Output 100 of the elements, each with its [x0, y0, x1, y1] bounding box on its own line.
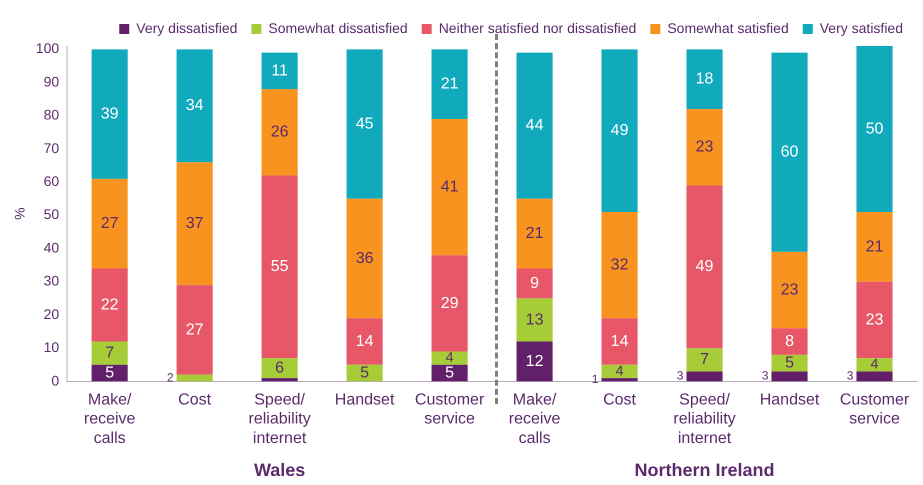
- data-label: 1: [592, 372, 599, 386]
- bar: [856, 282, 893, 358]
- data-label: 50: [866, 120, 884, 138]
- data-label: 5: [360, 364, 370, 382]
- bar: [516, 342, 553, 382]
- legend-label: Very satisfied: [820, 20, 904, 36]
- data-label: 5: [785, 354, 794, 372]
- data-label: 4: [616, 363, 624, 380]
- bar: [856, 371, 893, 382]
- data-label: 4: [446, 350, 454, 366]
- data-label: 3: [762, 368, 769, 383]
- bar: [92, 342, 128, 365]
- data-label: 55: [270, 258, 289, 276]
- data-label: 11: [271, 62, 288, 80]
- x-tick-label: Handset: [334, 391, 395, 408]
- data-label: 21: [526, 225, 544, 242]
- legend-label: Neither satisfied nor dissatisfied: [438, 20, 636, 36]
- bar: [432, 49, 468, 120]
- bar: [601, 212, 638, 318]
- x-tick-label: Handset: [760, 391, 820, 408]
- data-label: 41: [440, 178, 459, 196]
- bar: [601, 378, 638, 382]
- data-label: 23: [780, 281, 799, 298]
- data-label: 18: [696, 70, 714, 88]
- y-tick-label: 10: [44, 339, 60, 356]
- y-tick-label: 0: [51, 372, 60, 388]
- data-label: 39: [100, 105, 119, 122]
- data-label: 5: [105, 364, 114, 382]
- data-label: 14: [610, 332, 629, 350]
- bar: [432, 352, 468, 365]
- data-label: 49: [610, 122, 629, 140]
- bar: [601, 364, 638, 378]
- bar: [176, 49, 213, 162]
- bar: [516, 298, 553, 342]
- data-label: 27: [100, 215, 119, 232]
- bar: [516, 52, 553, 199]
- bar: [686, 109, 723, 186]
- data-label: 14: [356, 332, 374, 350]
- bar: [686, 371, 723, 382]
- data-label: 27: [186, 321, 204, 338]
- data-label: 29: [440, 294, 459, 312]
- legend-label: Somewhat dissatisfied: [268, 20, 408, 36]
- data-label: 2: [166, 370, 174, 384]
- data-label: 44: [526, 117, 544, 134]
- x-tick-label: Speed/ reliability internet: [248, 391, 311, 447]
- data-label: 34: [186, 97, 204, 114]
- legend-label: Somewhat satisfied: [667, 20, 789, 36]
- data-label: 45: [356, 115, 374, 132]
- data-label: 26: [270, 124, 289, 141]
- bar: [432, 119, 468, 256]
- data-label: 4: [870, 356, 879, 373]
- bar: [176, 285, 213, 375]
- bar: [516, 198, 553, 268]
- bar: [601, 318, 638, 365]
- x-tick-label: Customer service: [840, 391, 910, 428]
- data-label: 49: [696, 258, 714, 276]
- bar: [176, 162, 213, 286]
- bar: [346, 318, 383, 365]
- bar: [686, 348, 723, 372]
- bar: [262, 176, 298, 358]
- bar: [601, 49, 638, 212]
- data-label: 36: [356, 250, 374, 267]
- bar: [92, 178, 128, 268]
- data-label: 22: [100, 296, 119, 314]
- bar: [771, 52, 808, 252]
- bar: [262, 89, 298, 176]
- y-tick-label: 60: [44, 173, 60, 190]
- y-tick-label: 90: [44, 73, 60, 90]
- bar: [262, 358, 298, 378]
- data-label: 7: [700, 351, 710, 368]
- bar: [771, 354, 808, 372]
- data-label: 21: [866, 238, 884, 256]
- bar: [262, 378, 298, 382]
- bar: [686, 185, 723, 348]
- data-label: 7: [105, 344, 114, 362]
- y-tick-label: 100: [36, 40, 60, 56]
- data-label: 13: [526, 311, 544, 328]
- y-tick-label: 80: [44, 106, 60, 123]
- bar: [771, 328, 808, 355]
- bar: [856, 358, 893, 372]
- data-label: 6: [275, 360, 284, 377]
- bar: [686, 49, 723, 110]
- legend-label: Very dissatisfied: [136, 20, 238, 36]
- data-label: 37: [186, 215, 204, 232]
- data-label: 3: [846, 368, 854, 383]
- bar: [92, 49, 128, 179]
- data-label: 23: [696, 138, 714, 156]
- x-tick-label: Customer service: [414, 391, 485, 428]
- bar: [771, 252, 808, 328]
- y-tick-label: 20: [44, 306, 60, 322]
- bar: [856, 46, 893, 212]
- bar: [92, 268, 128, 342]
- y-axis-title: %: [11, 207, 28, 220]
- data-label: 12: [526, 352, 544, 370]
- data-label: 9: [530, 274, 540, 292]
- data-label: 3: [676, 368, 684, 383]
- y-tick-label: 40: [44, 239, 60, 256]
- bar: [346, 49, 383, 199]
- y-tick-label: 50: [44, 206, 60, 222]
- bar: [771, 371, 808, 382]
